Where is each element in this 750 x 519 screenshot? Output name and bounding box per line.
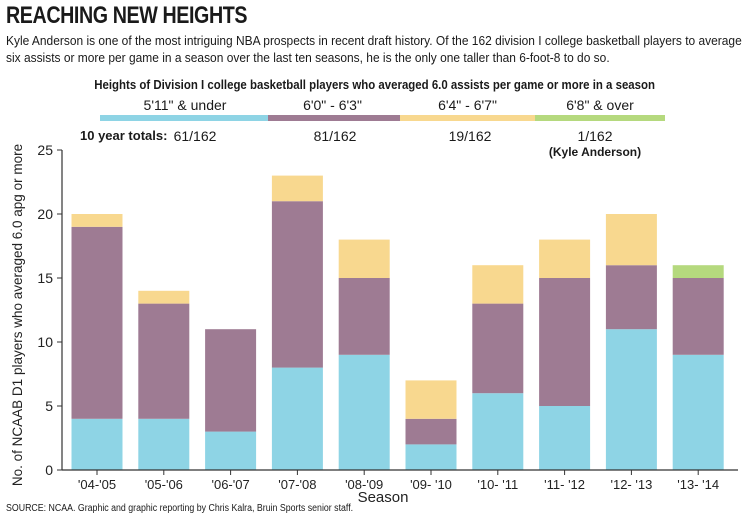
bar-segment (205, 431, 257, 470)
legend-swatch-6-4-to-6-7 (400, 115, 535, 121)
x-tick-label: '06-'07 (211, 477, 249, 492)
legend-label-under-5-11: 5'11" & under (143, 97, 227, 113)
x-tick-label: '07-'08 (278, 477, 316, 492)
bar-segment (271, 175, 323, 202)
x-tick-label: '10- '11 (477, 477, 518, 492)
bar-segment (138, 303, 190, 419)
bar-segment (405, 380, 457, 419)
bar-segment (672, 354, 724, 470)
x-tick-label: '08-'09 (345, 477, 383, 492)
bar-segment (71, 214, 123, 227)
headline: REACHING NEW HEIGHTS (6, 2, 248, 29)
total-6-8-and-over: 1/162 (577, 128, 613, 144)
legend-swatch-under-5-11 (100, 115, 268, 121)
bar-segment (138, 290, 190, 304)
bar-segment (271, 367, 323, 470)
y-tick-label: 0 (45, 462, 53, 478)
legend-label-6-4-to-6-7: 6'4" - 6'7" (438, 97, 497, 113)
bar-segment (472, 393, 524, 470)
source-credit: SOURCE: NCAA. Graphic and graphic report… (6, 503, 354, 514)
bar-segment (71, 226, 123, 419)
x-tick-label: '12- '13 (610, 477, 652, 492)
bar-segment (539, 406, 591, 470)
bar-segment (405, 418, 457, 445)
bar-segment (605, 214, 657, 266)
bar-segment (605, 329, 657, 470)
legend-swatch-6-8-and-over (535, 115, 665, 121)
y-tick-label: 10 (37, 334, 53, 350)
x-tick-label: '09- '10 (410, 477, 452, 492)
total-under-5-11: 61/162 (173, 128, 217, 144)
legend-label-6-8-and-over: 6'8" & over (566, 97, 634, 113)
bar-segment (539, 239, 591, 278)
bar-segment (672, 265, 724, 278)
x-axis-title: Season (358, 489, 409, 506)
bar-segment (605, 265, 657, 330)
legend-title-text: Heights of Division I college basketball… (94, 77, 656, 92)
total-6-0-to-6-3: 81/162 (313, 128, 357, 144)
dek-text: Kyle Anderson is one of the most intrigu… (6, 33, 742, 65)
bar-segment (539, 278, 591, 406)
bar-segment (338, 239, 390, 278)
y-axis-title: No. of NCAAB D1 players who averaged 6.0… (10, 144, 25, 486)
bar-segment (338, 354, 390, 470)
y-tick-label: 5 (45, 398, 53, 414)
bar-segment (271, 201, 323, 368)
bar-segment (138, 418, 190, 470)
total-6-4-to-6-7: 19/162 (448, 128, 492, 144)
totals-label: 10 year totals: (80, 128, 168, 143)
bar-segment (472, 303, 524, 394)
legend-swatch-6-0-to-6-3 (268, 115, 400, 121)
bar-segment (205, 329, 257, 432)
x-tick-label: '04-'05 (78, 477, 116, 492)
legend-label-6-0-to-6-3: 6'0" - 6'3" (303, 97, 362, 113)
y-tick-label: 15 (37, 270, 53, 286)
legend-title: Heights of Division I college basketball… (0, 77, 750, 92)
total-note-kyle-anderson: (Kyle Anderson) (548, 145, 642, 159)
bar-segment (71, 418, 123, 470)
x-tick-label: '11- '12 (544, 477, 585, 492)
x-tick-label: '05-'06 (145, 477, 183, 492)
bar-segment (472, 265, 524, 304)
y-tick-label: 25 (37, 142, 53, 158)
bar-segment (405, 444, 457, 470)
y-tick-label: 20 (37, 206, 53, 222)
bar-segment (672, 278, 724, 355)
x-tick-label: '13- '14 (677, 477, 719, 492)
bar-segment (338, 278, 390, 355)
